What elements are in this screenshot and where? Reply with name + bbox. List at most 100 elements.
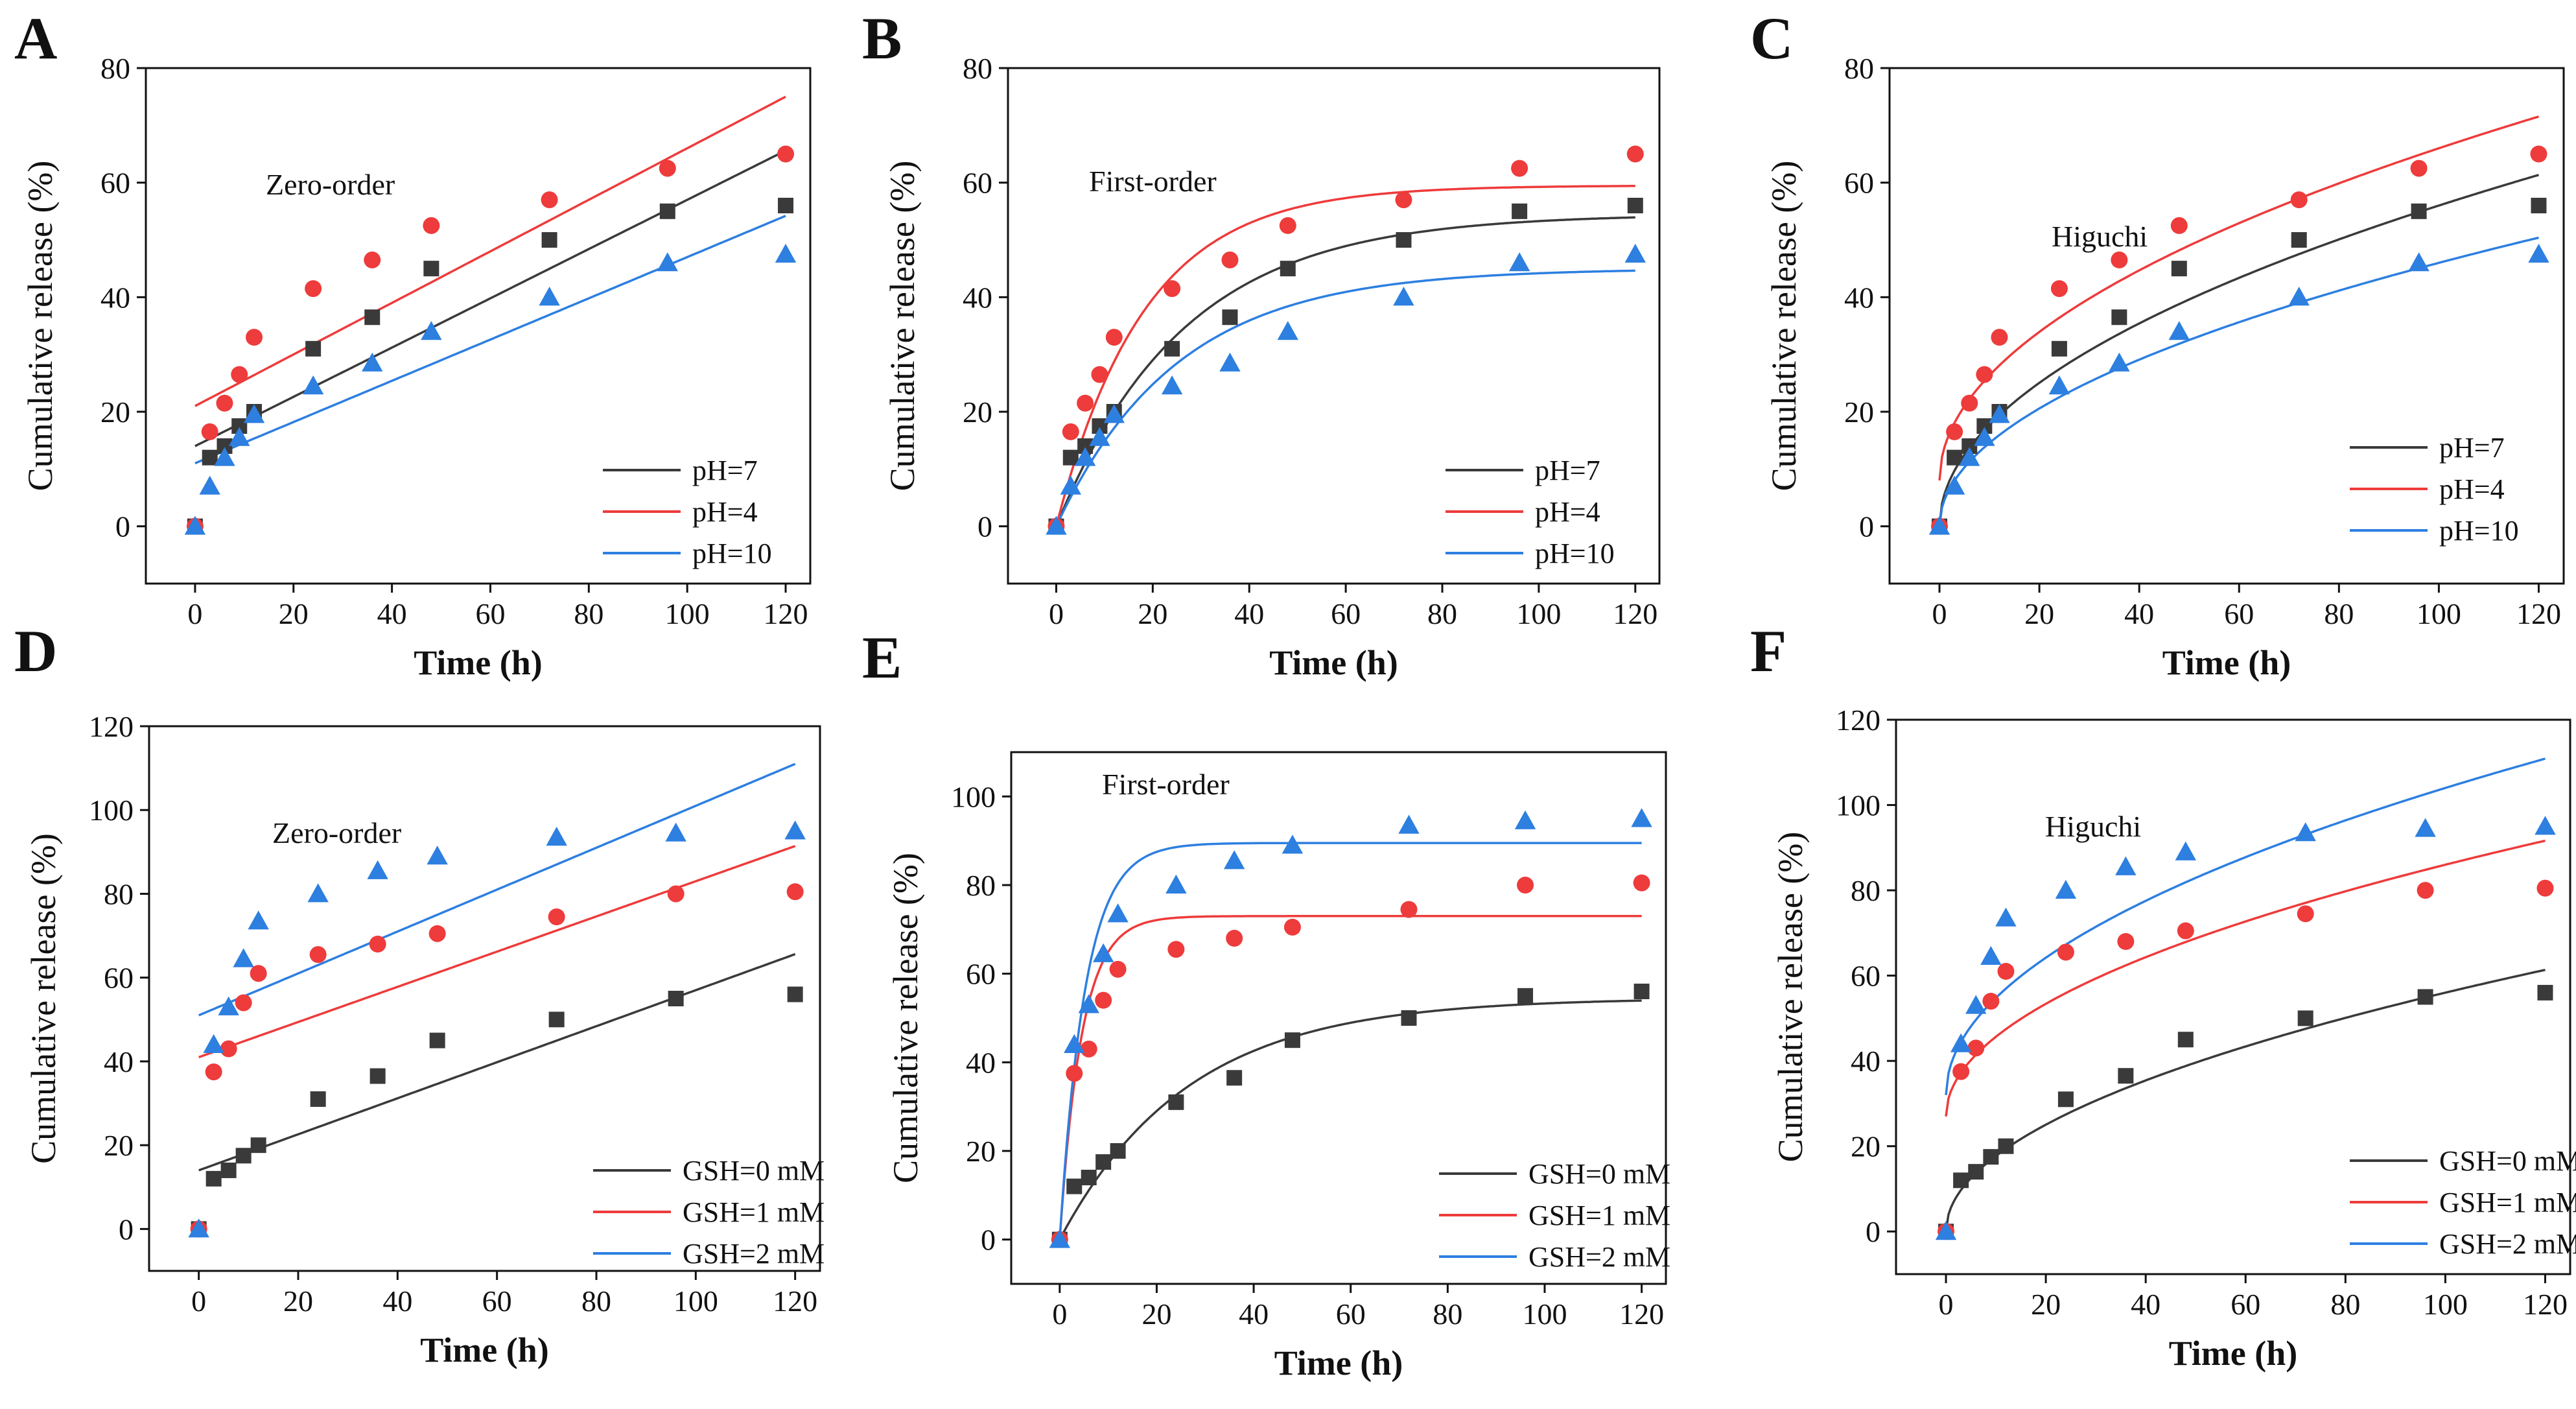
data-point-series-0 — [1168, 1094, 1184, 1110]
y-tick-label: 100 — [89, 794, 134, 827]
data-point-series-1 — [423, 217, 440, 234]
data-point-series-2 — [2408, 252, 2430, 272]
data-point-series-0 — [2411, 203, 2427, 219]
data-point-series-0 — [1947, 449, 1963, 466]
x-tick-label: 80 — [2330, 1288, 2360, 1321]
y-tick-label: 20 — [104, 1129, 134, 1162]
y-tick-label: 0 — [981, 1224, 996, 1257]
data-point-series-1 — [1952, 1063, 1970, 1080]
data-point-series-1 — [1395, 191, 1412, 209]
data-point-series-2 — [1935, 1221, 1957, 1240]
x-tick-label: 120 — [2516, 597, 2561, 630]
x-tick-label: 20 — [2031, 1288, 2061, 1321]
y-tick-label: 120 — [1836, 704, 1880, 737]
legend-label: GSH=0 mM — [683, 1155, 825, 1187]
y-tick-label: 0 — [978, 510, 992, 543]
data-point-series-2 — [1219, 352, 1241, 372]
data-point-series-1 — [1991, 329, 2008, 346]
data-point-series-0 — [1633, 984, 1650, 999]
y-tick-label: 80 — [104, 877, 134, 910]
legend-label: pH=4 — [2439, 473, 2505, 505]
data-point-series-2 — [1049, 1229, 1071, 1248]
x-tick-label: 100 — [665, 597, 710, 630]
data-point-series-0 — [220, 1162, 237, 1178]
data-point-series-0 — [429, 1032, 445, 1048]
data-point-series-2 — [203, 1034, 224, 1054]
data-point-series-1 — [1982, 993, 2000, 1010]
x-tick-label: 0 — [1939, 1288, 1954, 1321]
model-annotation: Zero-order — [272, 816, 401, 849]
legend-label: pH=7 — [692, 455, 758, 486]
panel-label: C — [1750, 5, 1793, 71]
data-point-series-2 — [1980, 945, 2002, 965]
data-point-series-0 — [1517, 988, 1534, 1004]
y-tick-label: 80 — [100, 52, 130, 85]
data-point-series-1 — [309, 946, 327, 964]
x-axis-title: Time (h) — [414, 643, 543, 682]
data-point-series-1 — [2177, 922, 2194, 940]
data-point-series-2 — [1995, 907, 2017, 927]
y-tick-label: 80 — [1844, 52, 1874, 85]
data-point-series-2 — [1103, 404, 1125, 423]
data-point-series-2 — [302, 375, 324, 395]
data-point-series-1 — [1967, 1039, 1985, 1057]
panel-label: A — [14, 5, 57, 71]
x-tick-label: 20 — [2024, 597, 2054, 630]
data-point-series-0 — [305, 340, 322, 357]
data-point-series-2 — [218, 996, 239, 1015]
data-point-series-2 — [1965, 995, 1987, 1014]
data-point-series-1 — [364, 251, 381, 268]
y-tick-label: 80 — [966, 869, 996, 902]
data-point-series-1 — [305, 280, 322, 298]
fit-line-series-0 — [1055, 216, 1635, 527]
data-point-series-1 — [2530, 145, 2547, 163]
data-point-series-1 — [2170, 217, 2188, 234]
fit-line-series-0 — [198, 953, 796, 1172]
x-tick-label: 80 — [1433, 1297, 1462, 1331]
data-point-series-0 — [1280, 261, 1296, 277]
data-point-series-2 — [2109, 352, 2130, 372]
y-tick-label: 60 — [100, 167, 130, 200]
data-point-series-1 — [1226, 930, 1243, 947]
x-tick-label: 80 — [581, 1285, 611, 1318]
y-tick-label: 0 — [115, 510, 130, 543]
x-tick-label: 120 — [1619, 1297, 1664, 1331]
panel-e: E 0 20 40 60 80 100 120 0 20 40 60 80 100 Time (h) Cumu… — [862, 624, 1670, 1382]
data-point-series-2 — [657, 252, 679, 272]
y-axis-title: Cumulative release (%) — [1771, 832, 1810, 1163]
data-point-series-2 — [1989, 404, 2010, 423]
x-tick-label: 100 — [1522, 1297, 1567, 1331]
x-axis-title: Time (h) — [1269, 643, 1398, 682]
data-point-series-2 — [2115, 856, 2137, 875]
x-tick-label: 80 — [574, 597, 603, 630]
x-tick-label: 60 — [1336, 1297, 1366, 1331]
data-point-series-0 — [659, 203, 675, 219]
data-point-series-0 — [1164, 340, 1180, 357]
data-point-series-1 — [1109, 960, 1127, 978]
data-point-series-0 — [778, 198, 794, 213]
data-point-series-1 — [2417, 882, 2434, 899]
y-tick-label: 40 — [1844, 281, 1874, 314]
model-annotation: First-order — [1089, 165, 1217, 198]
data-point-series-2 — [248, 910, 269, 930]
x-tick-label: 20 — [283, 1285, 313, 1318]
data-point-series-1 — [1400, 901, 1418, 918]
x-tick-label: 60 — [475, 597, 505, 630]
fit-line-series-2 — [1938, 236, 2539, 527]
y-tick-label: 100 — [1836, 789, 1880, 822]
model-annotation: First-order — [1102, 768, 1230, 801]
y-axis-title: Cumulative release (%) — [1764, 161, 1803, 491]
y-tick-label: 20 — [1844, 396, 1874, 429]
y-tick-label: 60 — [963, 167, 992, 200]
panel-b: B 0 20 40 60 80 100 120 0 20 40 60 80 Time (h) Cumulat… — [862, 5, 1661, 682]
x-tick-label: 120 — [764, 597, 808, 630]
data-point-series-2 — [2295, 822, 2316, 842]
data-point-series-2 — [1398, 814, 1420, 834]
data-point-series-2 — [1064, 1034, 1085, 1053]
plot-frame — [1895, 718, 2571, 1275]
data-point-series-0 — [2057, 1091, 2074, 1107]
panel-label: D — [14, 618, 57, 684]
data-point-series-1 — [1946, 423, 1963, 440]
data-point-series-1 — [2410, 160, 2428, 177]
data-point-series-2 — [1089, 427, 1110, 446]
